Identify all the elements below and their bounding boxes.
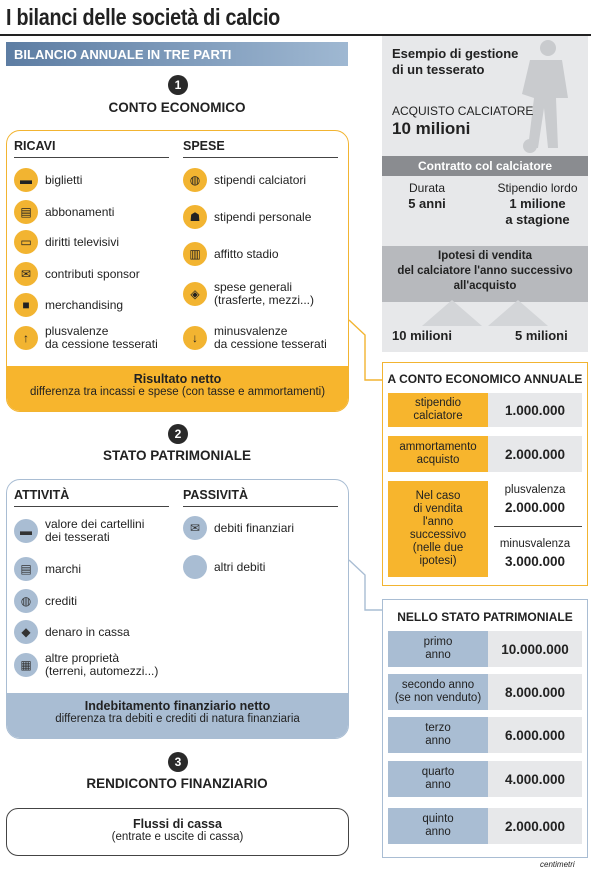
- hypothesis-b: 5 milioni: [515, 328, 568, 343]
- shirt-icon: ■: [14, 293, 38, 317]
- blank-icon: [183, 555, 207, 579]
- attivita-rule: [14, 506, 169, 507]
- section2-number: 2: [168, 424, 188, 444]
- plus-label: plusvalenza: [504, 484, 566, 496]
- subtitle-bar: BILANCIO ANNUALE IN TRE PARTI: [6, 42, 348, 66]
- minus-label: minusvalenza: [499, 538, 571, 550]
- patrimonial-row1-value: 10.000.000: [488, 631, 582, 667]
- annual-row1-label: stipendio calciatore: [388, 393, 488, 427]
- patrimonial-title: NELLO STATO PATRIMONIALE: [397, 610, 573, 624]
- minus-value: 3.000.000: [504, 554, 566, 569]
- annual-row1-value: 1.000.000: [488, 393, 582, 427]
- spese-item-stipendi-calciatori: ◍ stipendi calciatori: [183, 168, 306, 192]
- spese-heading: SPESE: [183, 139, 225, 153]
- hypothesis-branches: [422, 300, 548, 326]
- flussi-title: Flussi di cassa: [133, 817, 222, 831]
- player-silhouette-icon: [522, 40, 568, 153]
- contract-title: Contratto col calciatore: [382, 156, 588, 176]
- patrimonial-row4-value: 4.000.000: [488, 761, 582, 797]
- attivita-item-crediti: ◍ crediti: [14, 589, 77, 613]
- ricavi-heading: RICAVI: [14, 139, 56, 153]
- patrimonial-row2-value: 8.000.000: [488, 674, 582, 710]
- plus-value: 2.000.000: [504, 500, 566, 515]
- hypothesis-a: 10 milioni: [392, 328, 452, 343]
- passivita-heading: PASSIVITÀ: [183, 488, 249, 502]
- duration-block: Durata 5 anni: [408, 181, 446, 211]
- annual-row2-value: 2.000.000: [488, 436, 582, 472]
- arrow-down-icon: ↓: [183, 326, 207, 350]
- purchase-value: 10 milioni: [392, 119, 471, 138]
- risultato-netto-text: differenza tra incassi e spese (con tass…: [29, 386, 326, 398]
- title-rule: [0, 34, 591, 36]
- section2-title: STATO PATRIMONIALE: [103, 448, 251, 463]
- spese-item-generali: ◈ spese generali (trasferte, mezzi...): [183, 281, 314, 307]
- annual-row3-label: Nel caso di vendita l'anno successivo (n…: [388, 481, 488, 577]
- general-costs-icon: ◈: [183, 282, 207, 306]
- conto-economico-box: [6, 130, 349, 412]
- passivita-rule: [183, 506, 338, 507]
- page-title: I bilanci delle società di calcio: [6, 4, 281, 30]
- people-icon: ☗: [183, 205, 207, 229]
- season-ticket-icon: ▤: [14, 200, 38, 224]
- patrimonial-row1-label: primo anno: [388, 631, 488, 667]
- section1-title: CONTO ECONOMICO: [108, 100, 246, 115]
- passivita-item-debiti-finanziari: ✉ debiti finanziari: [183, 516, 294, 540]
- arrow-up-icon: ↑: [14, 326, 38, 350]
- risultato-netto-footer: Risultato netto differenza tra incassi e…: [7, 366, 348, 411]
- attivita-heading: ATTIVITÀ: [14, 488, 70, 502]
- indebitamento-footer: Indebitamento finanziario netto differen…: [7, 693, 348, 738]
- annual-title: A CONTO ECONOMICO ANNUALE: [387, 372, 583, 386]
- trademark-icon: ▤: [14, 557, 38, 581]
- ricavi-item-abbonamenti: ▤ abbonamenti: [14, 200, 114, 224]
- example-heading: Esempio di gestione di un tesserato: [392, 46, 519, 77]
- player-cards-icon: ▬: [14, 519, 38, 543]
- credits-icon: ◍: [14, 589, 38, 613]
- spese-item-affitto: ▥ affitto stadio: [183, 242, 279, 266]
- indebitamento-title: Indebitamento finanziario netto: [84, 699, 271, 713]
- debt-icon: ✉: [183, 516, 207, 540]
- stadium-icon: ▥: [183, 242, 207, 266]
- indebitamento-text: differenza tra debiti e crediti di natur…: [55, 713, 300, 725]
- patrimonial-row4-label: quarto anno: [388, 761, 488, 797]
- patrimonial-row3-label: terzo anno: [388, 717, 488, 753]
- sponsor-icon: ✉: [14, 262, 38, 286]
- risultato-netto-title: Risultato netto: [133, 372, 222, 386]
- hypothesis-box: Ipotesi di vendita del calciatore l'anno…: [382, 246, 588, 302]
- credit-logo: centimetri: [540, 860, 575, 869]
- patrimonial-row5-value: 2.000.000: [488, 808, 582, 844]
- section1-number: 1: [168, 75, 188, 95]
- patrimonial-row5-label: quinto anno: [388, 808, 488, 844]
- passivita-item-altri-debiti: altri debiti: [183, 555, 265, 579]
- property-icon: ▦: [14, 653, 38, 677]
- flussi-text: (entrate e uscite di cassa): [111, 831, 244, 843]
- attivita-item-marchi: ▤ marchi: [14, 557, 81, 581]
- stato-patrimoniale-box: [6, 479, 349, 739]
- section3-title: RENDICONTO FINANZIARIO: [86, 776, 268, 791]
- ricavi-item-plusvalenze: ↑ plusvalenze da cessione tesserati: [14, 325, 158, 351]
- tv-icon: ▭: [14, 230, 38, 254]
- ticket-icon: ▬: [14, 168, 38, 192]
- patrimonial-row2-label: secondo anno (se non venduto): [388, 674, 488, 710]
- spese-rule: [183, 157, 338, 158]
- patrimonial-row3-value: 6.000.000: [488, 717, 582, 753]
- ricavi-item-diritti: ▭ diritti televisivi: [14, 230, 119, 254]
- salary-block: Stipendio lordo 1 milione a stagione: [497, 181, 578, 227]
- purchase-label: ACQUISTO CALCIATORE: [392, 104, 534, 118]
- spese-item-stipendi-personale: ☗ stipendi personale: [183, 205, 311, 229]
- section3-number: 3: [168, 752, 188, 772]
- attivita-item-proprieta: ▦ altre proprietà (terreni, automezzi...): [14, 652, 158, 678]
- flussi-di-cassa-box: Flussi di cassa (entrate e uscite di cas…: [6, 808, 349, 856]
- ricavi-rule: [14, 157, 169, 158]
- ricavi-item-merch: ■ merchandising: [14, 293, 123, 317]
- ricavi-item-sponsor: ✉ contributi sponsor: [14, 262, 140, 286]
- money-bag-icon: ◆: [14, 620, 38, 644]
- attivita-item-cartellini: ▬ valore dei cartellini dei tesserati: [14, 518, 144, 544]
- attivita-item-denaro: ◆ denaro in cassa: [14, 620, 130, 644]
- ricavi-item-biglietti: ▬ biglietti: [14, 168, 82, 192]
- coins-icon: ◍: [183, 168, 207, 192]
- annual-divider: [494, 526, 582, 527]
- spese-item-minusvalenze: ↓ minusvalenze da cessione tesserati: [183, 325, 327, 351]
- annual-row2-label: ammortamento acquisto: [388, 436, 488, 472]
